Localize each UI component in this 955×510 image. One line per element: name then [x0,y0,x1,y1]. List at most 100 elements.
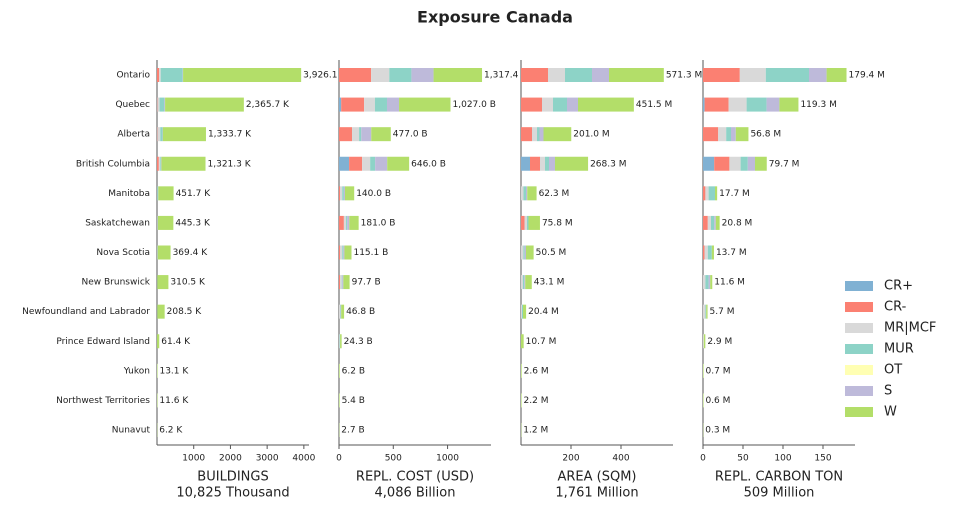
value-label: 646.0 B [411,159,446,169]
x-axis-label: REPL. COST (USD) [356,470,474,485]
bar-segment [539,127,544,142]
bar-segment [162,127,206,142]
bar-segment [359,127,362,142]
x-axis-sublabel: 10,825 Thousand [176,486,289,501]
category-label: Alberta [117,130,150,140]
bar-segment [540,156,545,171]
value-label: 2.7 B [341,426,364,436]
value-label: 2.2 M [524,396,549,406]
value-label: 6.2 B [342,366,365,376]
x-tick-label: 3000 [256,454,279,464]
value-label: 1,317.4 [484,71,519,81]
value-label: 179.4 M [849,71,885,81]
bar-segment [521,275,523,290]
value-label: 24.3 B [344,337,373,347]
bar-segment [524,215,527,230]
bar-segment [340,304,341,319]
bar-segment [161,156,206,171]
bar-segment [521,334,524,349]
value-label: 62.3 M [539,189,570,199]
legend-label: MR|MCF [884,321,936,336]
value-label: 2.9 M [707,337,732,347]
bar-segment [703,363,704,378]
bar-segment [755,156,767,171]
bar-segment [339,215,344,230]
bar-segment [341,275,343,290]
category-label: Ontario [116,71,150,81]
value-label: 2,365.7 K [246,100,290,110]
bar-segment [343,275,350,290]
bar-segment [740,156,748,171]
x-axis-label: BUILDINGS [197,470,268,485]
legend-swatch [845,323,873,333]
bar-segment [341,304,345,319]
bar-segment [399,97,451,112]
bar-segment [183,68,302,82]
x-tick-label: 100 [774,454,791,464]
value-label: 17.7 M [719,189,750,199]
bar-segment [342,245,344,260]
bar-segment [703,334,706,349]
bar-segment [521,68,548,82]
bar-segment [739,68,766,82]
category-label: Nova Scotia [96,248,150,258]
bar-segment [704,97,729,112]
legend-swatch [845,407,873,417]
bar-segment [157,245,171,260]
bar-segment [339,334,340,349]
bar-segment [708,186,715,201]
bar-segment [339,186,341,201]
bar-segment [158,186,174,201]
category-label: Quebec [115,100,150,110]
bar-segment [707,245,712,260]
bar-segment [729,156,741,171]
bar-segment [362,156,371,171]
x-tick-label: 1000 [436,454,459,464]
bar-segment [707,215,711,230]
bar-segment [344,245,352,260]
bar-segment [346,215,348,230]
value-label: 11.6 M [714,278,745,288]
bar-segment [339,363,340,378]
value-label: 119.3 M [800,100,836,110]
value-label: 13.1 K [159,366,189,376]
bar-segment [714,215,716,230]
bar-segment [530,156,540,171]
bar-segment [522,304,523,319]
bar-segment [411,68,434,82]
bar-segment [339,127,353,142]
bar-segment [523,275,525,290]
bar-segment [339,393,340,408]
bar-segment [386,97,400,112]
bar-segment [340,275,342,290]
value-label: 43.1 M [534,278,565,288]
bar-segment [718,127,727,142]
bar-segment [703,275,706,290]
bar-segment [765,68,809,82]
value-label: 6.2 K [159,426,183,436]
bar-segment [159,68,161,82]
value-label: 208.5 K [167,307,203,317]
bar-segment [343,215,347,230]
category-label: Northwest Territories [56,396,150,406]
bar-segment [527,186,537,201]
value-label: 1,321.3 K [208,159,252,169]
bar-segment [705,186,709,201]
bar-segment [537,127,540,142]
value-label: 477.0 B [393,130,428,140]
legend-swatch [845,344,873,354]
x-tick-label: 4000 [292,454,315,464]
bar-segment [164,97,166,112]
value-label: 5.7 M [710,307,735,317]
bar-segment [340,304,342,319]
value-label: 268.3 M [590,159,626,169]
bar-segment [528,215,540,230]
bar-segment [157,127,161,142]
bar-segment [703,245,705,260]
bar-segment [714,156,730,171]
x-axis-label: AREA (SQM) [557,470,636,485]
x-axis-sublabel: 509 Million [744,486,815,501]
bar-segment [711,215,715,230]
bar-segment [809,68,827,82]
bar-segment [728,97,747,112]
